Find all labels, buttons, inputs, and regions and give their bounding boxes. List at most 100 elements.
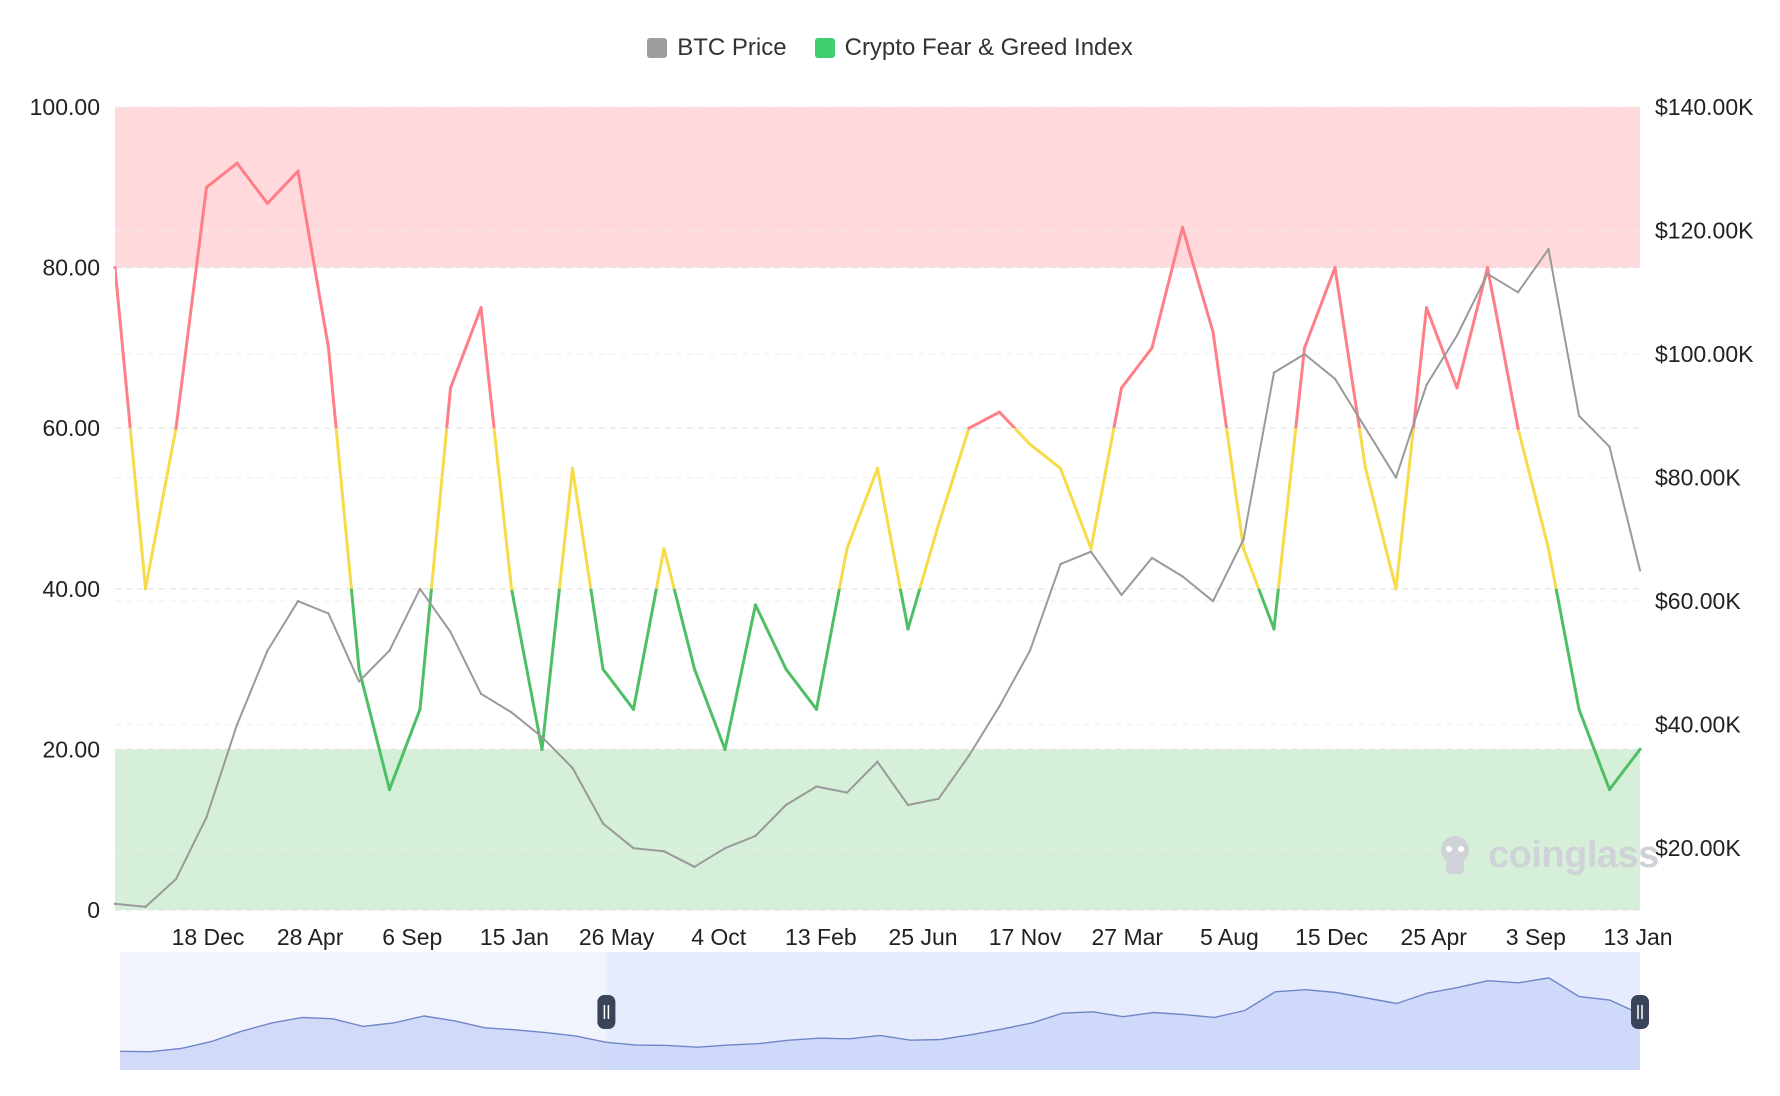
fgi-point bbox=[1180, 225, 1185, 230]
fgi-point bbox=[1546, 547, 1551, 551]
btc-point bbox=[449, 630, 452, 634]
btc-point bbox=[418, 587, 422, 590]
fgi-point bbox=[1394, 587, 1398, 591]
x-tick-label: 25 Apr bbox=[1400, 924, 1467, 950]
fgi-point bbox=[601, 667, 605, 671]
right-axis: $20.00K $40.00K $60.00K $80.00K $100.00K $120… bbox=[1655, 94, 1754, 861]
x-tick-label: 18 Dec bbox=[172, 924, 245, 950]
coinglass-logo-icon bbox=[1441, 836, 1469, 874]
legend-item-fgi[interactable]: Crypto Fear & Greed Index bbox=[814, 34, 1133, 62]
btc-point bbox=[357, 680, 361, 683]
btc-point bbox=[1242, 538, 1245, 541]
fgi-point bbox=[1333, 266, 1337, 270]
legend: BTC Price Crypto Fear & Greed Index bbox=[0, 34, 1780, 62]
fgi-series bbox=[113, 161, 1642, 792]
fgi-point bbox=[509, 587, 514, 591]
btc-swatch bbox=[647, 38, 668, 58]
fgi-point bbox=[936, 522, 941, 527]
x-tick-label: 3 Sep bbox=[1506, 924, 1566, 950]
fgi-point bbox=[1363, 466, 1368, 470]
fgi-point bbox=[174, 426, 178, 430]
fgi-point bbox=[1241, 547, 1246, 551]
fgi-point bbox=[906, 627, 910, 631]
x-tick-label: 4 Oct bbox=[691, 924, 747, 950]
btc-point bbox=[1150, 556, 1154, 560]
navigator-left-handle[interactable] bbox=[597, 995, 616, 1029]
right-tick-label: $140.00K bbox=[1655, 94, 1754, 120]
btc-point bbox=[1516, 291, 1520, 294]
btc-point bbox=[693, 865, 696, 868]
btc-point bbox=[1089, 550, 1093, 553]
btc-point bbox=[571, 766, 574, 770]
right-tick-label: $40.00K bbox=[1655, 712, 1741, 738]
fgi-point bbox=[143, 587, 148, 591]
fgi-point bbox=[448, 386, 453, 390]
btc-point bbox=[937, 797, 940, 801]
fgi-point bbox=[1150, 346, 1154, 350]
btc-point bbox=[967, 754, 971, 757]
fgi-point bbox=[1089, 547, 1093, 551]
navigator-right-handle[interactable] bbox=[1631, 995, 1649, 1029]
fgi-point bbox=[967, 426, 971, 430]
btc-point bbox=[510, 711, 513, 714]
fgi-point bbox=[1058, 466, 1063, 470]
gridlines bbox=[115, 106, 1640, 911]
right-tick-label: $120.00K bbox=[1655, 218, 1754, 244]
coinglass-watermark: coinglass bbox=[1432, 832, 1659, 878]
right-tick-label: $20.00K bbox=[1655, 835, 1741, 861]
x-tick-label: 15 Dec bbox=[1295, 924, 1368, 950]
fgi-point bbox=[204, 185, 209, 189]
btc-point bbox=[205, 816, 208, 819]
fgi-point bbox=[1272, 627, 1276, 631]
left-tick-label: 20.00 bbox=[42, 736, 100, 762]
x-tick-label: 17 Nov bbox=[989, 924, 1062, 950]
fgi-point bbox=[753, 603, 758, 607]
btc-point bbox=[1394, 476, 1398, 479]
zone-layer bbox=[115, 107, 1640, 910]
fgi-point bbox=[814, 707, 819, 711]
fgi-point bbox=[784, 667, 788, 671]
btc-point bbox=[1211, 599, 1215, 603]
navigator-area bbox=[120, 977, 1640, 1070]
btc-point bbox=[784, 803, 788, 807]
fgi-line-fear bbox=[143, 588, 1640, 791]
right-tick-label: $100.00K bbox=[1655, 341, 1754, 367]
btc-point bbox=[1577, 414, 1581, 418]
btc-point bbox=[906, 803, 910, 807]
fgi-point bbox=[418, 707, 422, 711]
btc-point bbox=[1486, 272, 1489, 275]
btc-point bbox=[632, 847, 635, 850]
btc-point bbox=[266, 649, 269, 652]
btc-point bbox=[998, 704, 1001, 708]
fgi-point bbox=[387, 787, 392, 792]
fgi-point bbox=[723, 747, 727, 752]
zone-extreme-fear bbox=[115, 749, 1640, 910]
btc-point bbox=[1608, 445, 1611, 448]
btc-point bbox=[174, 877, 178, 881]
fgi-point bbox=[1119, 386, 1124, 390]
x-tick-label: 26 May bbox=[579, 924, 655, 950]
x-tick-label: 15 Jan bbox=[480, 924, 549, 950]
left-tick-label: 80.00 bbox=[42, 255, 100, 281]
btc-point bbox=[388, 649, 391, 652]
legend-label-fgi: Crypto Fear & Greed Index bbox=[844, 34, 1133, 61]
btc-point bbox=[113, 902, 117, 906]
x-tick-label: 5 Aug bbox=[1200, 924, 1259, 950]
fgi-point bbox=[235, 161, 239, 165]
fgi-point bbox=[540, 747, 544, 752]
x-tick-label: 13 Feb bbox=[785, 924, 857, 950]
fgi-point bbox=[479, 306, 483, 310]
legend-label-btc: BTC Price bbox=[677, 34, 787, 61]
btc-point bbox=[1547, 247, 1550, 251]
fgi-point bbox=[1607, 787, 1612, 792]
left-tick-label: 40.00 bbox=[42, 576, 100, 602]
btc-point bbox=[1181, 575, 1184, 578]
btc-point bbox=[1455, 334, 1459, 337]
legend-item-btc[interactable]: BTC Price bbox=[647, 34, 787, 62]
fgi-swatch bbox=[814, 38, 835, 58]
navigator-line bbox=[119, 977, 1641, 1053]
x-tick-label: 13 Jan bbox=[1603, 924, 1672, 950]
btc-point bbox=[144, 905, 147, 909]
fgi-point bbox=[997, 410, 1002, 414]
